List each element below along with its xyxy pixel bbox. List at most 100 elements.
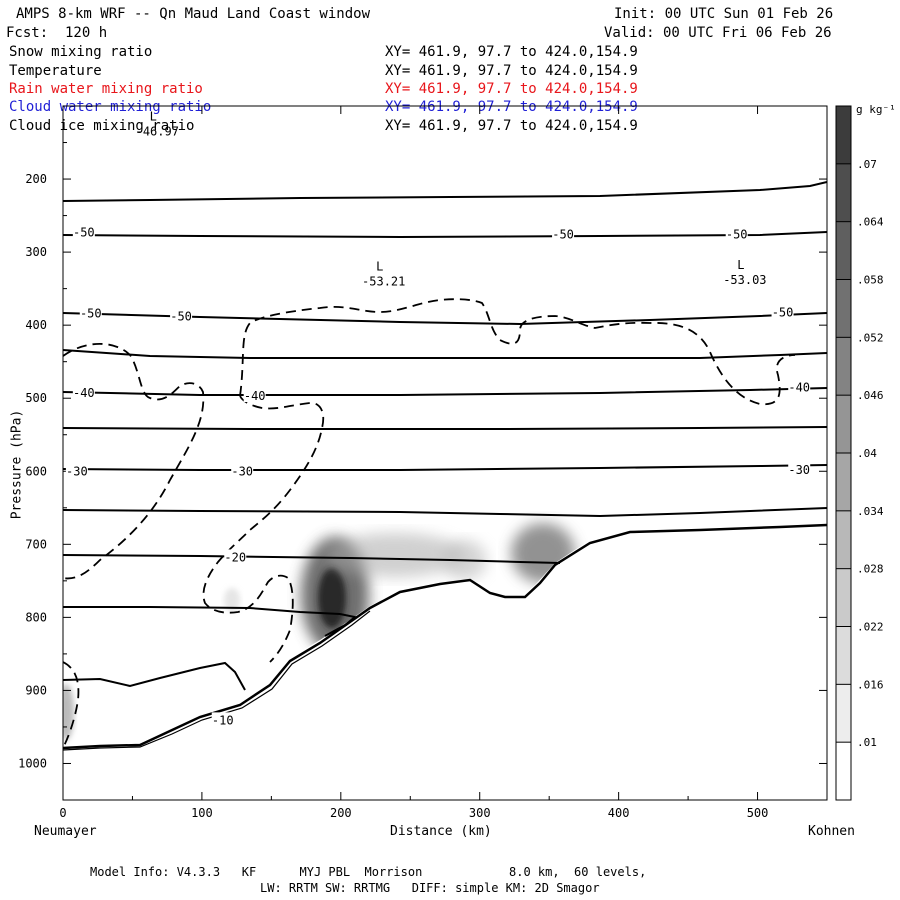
colorbar-swatch [836, 221, 851, 280]
colorbar-label: .028 [857, 563, 884, 576]
cloud-ice-dashed [63, 343, 205, 580]
isotherm-label: -30 [231, 464, 253, 478]
isotherm-label-bg [231, 463, 254, 478]
isotherms [63, 181, 827, 691]
y-axis-title: Pressure (hPa) [9, 409, 25, 520]
field-xy-temperature: XY= 461.9, 97.7 to 424.0,154.9 [385, 63, 638, 79]
isotherm-line [63, 661, 246, 691]
low-markers: L-46.97L-53.21L-53.03 [136, 110, 767, 289]
isotherm-line [63, 426, 827, 430]
isotherm-line [63, 464, 827, 471]
isotherm-label: -30 [66, 464, 88, 478]
colorbar-label: .022 [857, 621, 884, 634]
colorbar-label: .07 [857, 158, 877, 171]
colorbar-label: .046 [857, 389, 884, 402]
isotherm-labels: -50 -50 -50 -50 -50 -50 -40 -40 -40 -30 -30 -30 -20 -… [65, 224, 811, 727]
snow-blob-upper-band [325, 533, 465, 577]
y-tick-label: 900 [25, 683, 47, 697]
low-marker-letter: L [376, 259, 383, 273]
colorbar-swatch [836, 684, 851, 743]
snow-blob-left-edge [63, 684, 74, 740]
terrain-surface-under [62, 610, 371, 751]
isotherm-line [63, 507, 827, 518]
isotherm-label: -50 [80, 306, 102, 320]
x-tick-label: 100 [191, 806, 213, 820]
y-tick-label: 400 [25, 318, 47, 332]
x-tick-label: 200 [330, 806, 352, 820]
colorbar-swatch [836, 279, 851, 338]
isotherm-label-bg [552, 226, 575, 241]
isotherm-label: -30 [788, 463, 810, 477]
isotherm-label-bg [224, 549, 247, 564]
low-marker-value: -53.21 [362, 274, 405, 288]
isotherm-label-bg [788, 461, 811, 476]
colorbar-swatch [836, 106, 851, 164]
colorbar-label: .016 [857, 678, 884, 691]
low-marker-value: -46.97 [136, 125, 179, 139]
x-tick-label: 400 [608, 806, 630, 820]
terrain [62, 523, 828, 751]
colorbar-swatch [836, 453, 851, 511]
isotherm-label-bg [79, 305, 102, 320]
isotherm-label-bg [72, 224, 95, 239]
field-name-snow: Snow mixing ratio [9, 44, 153, 60]
chart-title: AMPS 8-km WRF -- Qn Maud Land Coast wind… [16, 6, 371, 22]
y-tick-label: 200 [25, 172, 47, 186]
colorbar-label: .058 [857, 274, 884, 287]
colorbar-units: g kg⁻¹ [856, 103, 896, 116]
snow-blob-left-small [224, 588, 240, 612]
y-tick-label: 1000 [18, 756, 47, 770]
isotherm-label: -40 [244, 389, 266, 403]
low-marker-value: -53.03 [723, 273, 766, 287]
x-tick-label: 300 [469, 806, 491, 820]
y-tick-label: 800 [25, 610, 47, 624]
x-axis: 0 100 200 300 400 500 [59, 106, 768, 820]
low-marker-letter: L [150, 110, 157, 124]
isotherm-label: -50 [726, 228, 748, 242]
field-name-rain: Rain water mixing ratio [9, 81, 203, 97]
isotherm-label: -50 [73, 225, 95, 239]
isotherm-label: -20 [224, 550, 246, 564]
colorbar-label: .064 [857, 216, 884, 229]
field-xy-snow: XY= 461.9, 97.7 to 424.0,154.9 [385, 44, 638, 60]
left-endpoint-label: Neumayer [34, 824, 97, 839]
colorbar-label: .034 [857, 505, 884, 518]
colorbar-swatch [836, 742, 851, 800]
physics-info-line: LW: RRTM SW: RRTMG DIFF: simple KM: 2D S… [260, 881, 600, 895]
colorbar-swatch [836, 337, 851, 396]
isotherm-label-bg [170, 308, 193, 323]
isotherm-label: -50 [170, 309, 192, 323]
isotherm-line [63, 181, 827, 202]
plot-frame [62, 105, 828, 801]
isotherm-label: -50 [772, 306, 794, 320]
snow-blob-core [318, 568, 346, 628]
isotherm-label: -10 [212, 713, 234, 727]
isotherm-label-bg [72, 385, 95, 400]
isotherm-label: -50 [552, 228, 574, 242]
y-tick-label: 500 [25, 391, 47, 405]
colorbar-label: .01 [857, 736, 877, 749]
isotherm-line [63, 554, 561, 564]
field-name-cloud-water: Cloud water mixing ratio [9, 99, 212, 115]
colorbar-swatch [836, 395, 851, 453]
x-tick-label: 500 [747, 806, 769, 820]
field-name-cloud-ice: Cloud ice mixing ratio [9, 118, 195, 134]
isotherm-label-bg [771, 304, 794, 319]
field-xy-cloud-water: XY= 461.9, 97.7 to 424.0,154.9 [385, 99, 638, 115]
terrain-mask [63, 524, 827, 800]
isotherm-label-bg [243, 388, 266, 403]
colorbar-label: .04 [857, 447, 877, 460]
terrain-surface [62, 523, 828, 750]
isotherm-label-bg [211, 712, 234, 727]
y-axis: 200 300 400 500 600 700 800 900 1000 [18, 142, 827, 801]
colorbar-label: .052 [857, 331, 884, 344]
low-marker-letter: L [737, 258, 744, 272]
isotherm-line [63, 387, 827, 396]
y-tick-label: 300 [25, 245, 47, 259]
isotherm-line [63, 349, 827, 359]
cloud-ice-dashed [63, 661, 80, 749]
colorbar-swatch [836, 510, 851, 569]
isotherm-line [63, 312, 827, 326]
